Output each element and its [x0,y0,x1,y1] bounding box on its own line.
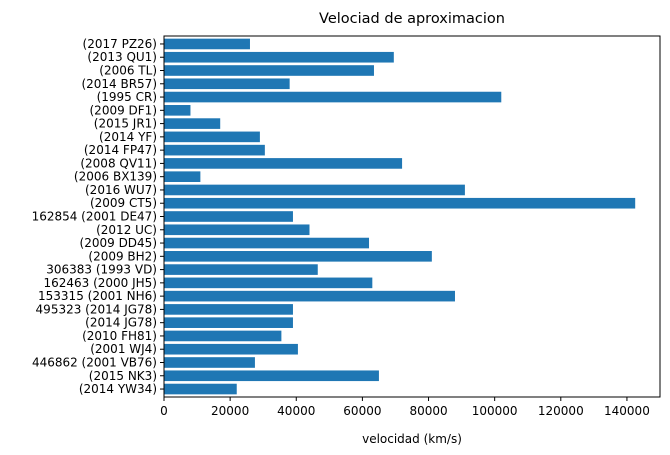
y-ticks-group: (2017 PZ26)(2013 QU1)(2006 TL)(2014 BR57… [32,37,164,396]
bar [164,144,265,156]
bar [164,171,201,182]
bar [164,237,370,249]
bar [164,383,237,395]
bar [164,38,250,50]
bar [164,370,379,382]
chart-title: Velociad de aproximacion [319,11,505,27]
x-tick-label: 80000 [409,404,447,418]
y-tick-label: (2016 WU7) [85,183,157,197]
y-tick-label: 162854 (2001 DE47) [32,210,157,224]
y-tick-label: 495323 (2014 JG78) [36,302,157,316]
bar [164,277,373,289]
x-tick-label: 140000 [604,404,650,418]
y-tick-label: (2015 NK3) [89,369,157,383]
bar [164,211,293,222]
y-tick-label: (2014 FP47) [84,143,157,157]
y-tick-label: (2014 BR57) [81,77,157,91]
bar [164,118,221,129]
y-tick-label: (2006 BX139) [74,170,157,184]
y-tick-label: (2001 WJ4) [90,342,157,356]
bar [164,65,374,76]
bar [164,51,394,63]
bar [164,91,502,103]
bar [164,304,293,315]
bar [164,184,465,196]
y-tick-label: (2009 BH2) [88,249,157,263]
bar [164,251,432,262]
bar [164,224,310,236]
bar [164,330,282,342]
x-tick-label: 120000 [538,404,584,418]
y-tick-label: (2013 QU1) [87,50,157,64]
y-tick-label: 153315 (2001 NH6) [38,289,157,303]
y-tick-label: (2009 DD45) [80,236,157,250]
y-tick-label: (2010 FH81) [82,329,157,343]
y-tick-label: (2017 PZ26) [83,37,157,51]
y-tick-label: 306383 (1993 VD) [46,263,157,277]
x-tick-label: 0 [160,404,168,418]
bar [164,158,403,169]
y-tick-label: (1995 CR) [97,90,157,104]
bars-group [164,38,636,395]
bar [164,105,191,116]
y-tick-label: (2014 YF) [99,130,157,144]
y-tick-label: (2006 TL) [99,64,157,78]
y-tick-label: (2009 CT5) [90,196,157,210]
bar [164,197,636,209]
x-tick-label: 60000 [343,404,381,418]
plot-frame [163,35,661,398]
y-tick-label: (2014 YW34) [79,382,157,396]
bar [164,290,455,302]
bar [164,131,260,143]
y-tick-label: (2015 JR1) [94,117,157,131]
bar [164,343,298,355]
x-tick-label: 20000 [211,404,249,418]
x-axis-label: velocidad (km/s) [362,432,462,446]
y-tick-label: (2008 QV11) [80,156,157,170]
y-tick-label: 446862 (2001 VB76) [32,355,157,369]
x-tick-label: 100000 [472,404,518,418]
y-tick-label: (2012 UC) [96,223,157,237]
bar [164,264,318,275]
y-tick-label: 162463 (2000 JH5) [43,276,157,290]
bar [164,357,255,368]
y-tick-label: (2009 DF1) [90,103,158,117]
bar [164,78,290,90]
y-tick-label: (2014 JG78) [85,316,157,330]
bar [164,317,293,328]
x-ticks-group: 0 20000 40000 60000 80000 100000 120000 140000 [160,397,650,418]
x-tick-label: 40000 [277,404,315,418]
